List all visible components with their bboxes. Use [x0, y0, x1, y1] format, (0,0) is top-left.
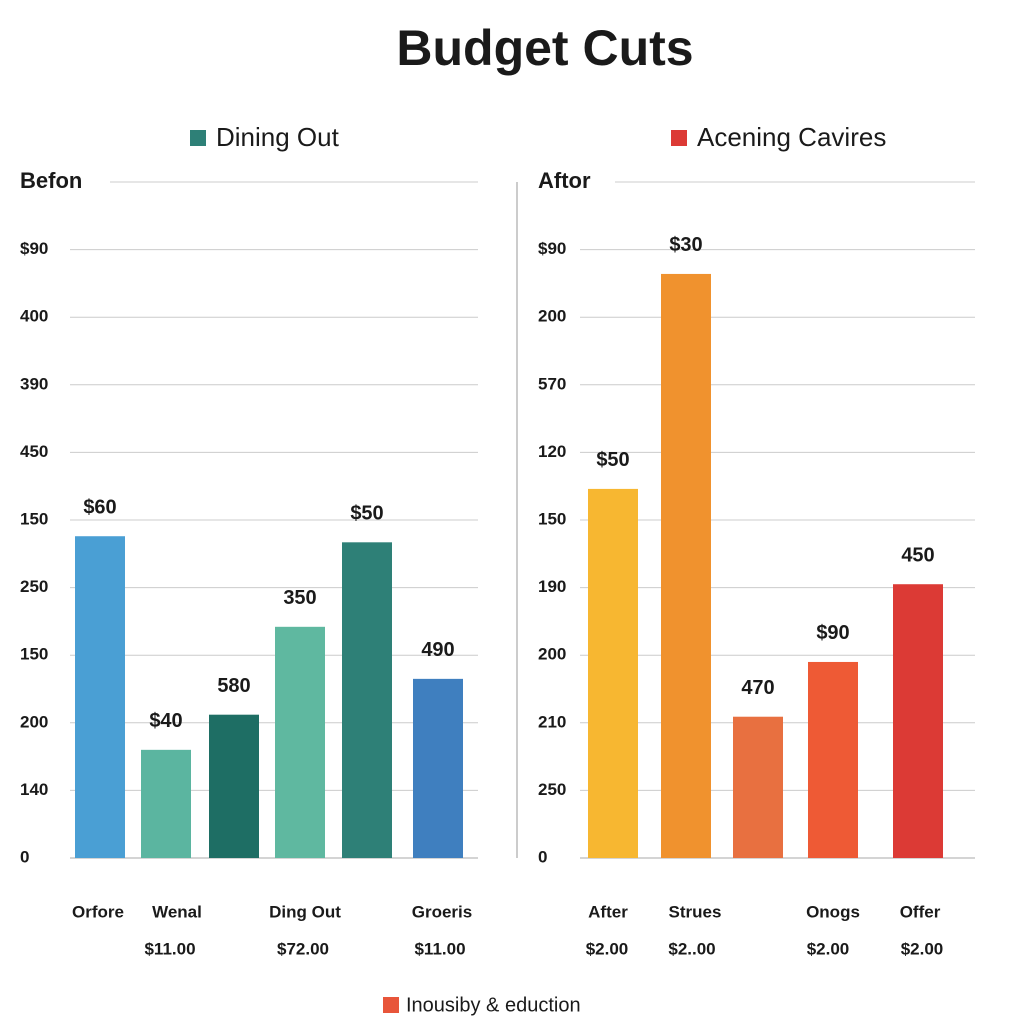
bar-label: $40	[149, 710, 182, 732]
bar-label: $50	[596, 449, 629, 471]
bar	[342, 542, 392, 858]
y-tick-label: 200	[538, 645, 566, 664]
x-sublabel: $11.00	[414, 939, 465, 958]
y-tick-label: 250	[20, 577, 48, 596]
x-label: Orfore	[72, 902, 124, 921]
bar-label: $30	[669, 234, 702, 256]
bar	[141, 749, 191, 858]
x-label: After	[588, 902, 628, 921]
x-label: Wenal	[152, 902, 202, 921]
bar	[588, 488, 638, 858]
bar	[413, 678, 463, 858]
y-tick-label: 390	[20, 374, 48, 393]
panel-heading: Befon	[20, 168, 82, 193]
bar-label: 450	[901, 545, 934, 567]
x-label: Onogs	[806, 902, 860, 921]
y-tick-label: 150	[20, 509, 48, 528]
y-tick-label: 210	[538, 712, 566, 731]
x-sublabel: $2.00	[901, 939, 944, 958]
bar-label: $90	[816, 622, 849, 644]
legend-label: Acening Cavires	[697, 122, 886, 152]
y-tick-label: 200	[20, 712, 48, 731]
x-label: Offer	[900, 902, 941, 921]
legend-label: Dining Out	[216, 122, 340, 152]
bar	[733, 716, 783, 858]
bar-label: $60	[83, 497, 116, 519]
bar	[75, 536, 125, 858]
y-tick-label: 120	[538, 442, 566, 461]
x-sublabel: $2..00	[668, 939, 715, 958]
y-tick-label: 190	[538, 577, 566, 596]
bar	[209, 714, 259, 858]
y-tick-label: 400	[20, 307, 48, 326]
y-tick-label: 0	[20, 847, 29, 866]
bar-label: 490	[421, 639, 454, 661]
y-tick-label: 0	[538, 847, 547, 866]
chart-title: Budget Cuts	[396, 20, 693, 76]
x-label: Strues	[669, 902, 722, 921]
bar	[893, 584, 943, 858]
bar-label: 350	[283, 587, 316, 609]
legend-swatch	[671, 130, 687, 146]
panel-heading: Aftor	[538, 168, 591, 193]
y-tick-label: 140	[20, 780, 48, 799]
x-sublabel: $72.00	[277, 939, 329, 958]
x-label: Ding Out	[269, 902, 341, 921]
x-sublabel: $2.00	[586, 939, 629, 958]
legend-swatch	[383, 997, 399, 1013]
y-tick-label: 570	[538, 374, 566, 393]
legend-swatch	[190, 130, 206, 146]
bar	[275, 626, 325, 858]
bar	[661, 273, 711, 858]
x-label: Groeris	[412, 902, 472, 921]
bar	[808, 661, 858, 858]
bar-label: 470	[741, 677, 774, 699]
y-tick-label: 250	[538, 780, 566, 799]
x-sublabel: $2.00	[807, 939, 850, 958]
y-tick-label: $90	[538, 239, 566, 258]
y-tick-label: $90	[20, 239, 48, 258]
bar-label: $50	[350, 503, 383, 525]
y-tick-label: 150	[538, 509, 566, 528]
legend-label: Inousiby & eduction	[406, 994, 581, 1016]
x-sublabel: $11.00	[144, 939, 195, 958]
y-tick-label: 200	[538, 307, 566, 326]
y-tick-label: 150	[20, 645, 48, 664]
y-tick-label: 450	[20, 442, 48, 461]
bar-label: 580	[217, 675, 250, 697]
